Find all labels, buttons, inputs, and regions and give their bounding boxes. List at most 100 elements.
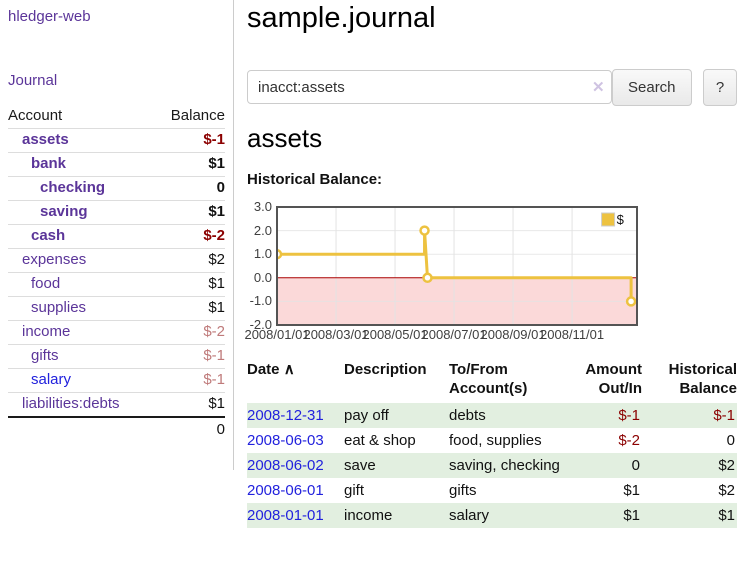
transaction-amount: $1: [623, 507, 640, 524]
x-axis-tick-label: 2008/09/01: [480, 327, 546, 342]
transaction-balance: $2: [718, 457, 735, 474]
account-link[interactable]: bank: [31, 155, 67, 172]
date-header-label: Date: [247, 361, 280, 378]
y-axis-tick-label: -1.0: [249, 293, 272, 309]
account-balance: $1: [208, 299, 225, 316]
transaction-accounts: saving, checking: [449, 457, 560, 474]
account-balance: $-2: [203, 227, 225, 244]
column-header-accounts: To/From Account(s): [449, 361, 528, 397]
register-row[interactable]: 2008-01-01 income salary $1 $1: [247, 503, 737, 528]
sidebar-account-row: bank $1: [8, 152, 225, 176]
transaction-accounts: salary: [449, 507, 490, 524]
account-balance: $1: [208, 275, 225, 292]
transaction-accounts: food, supplies: [449, 432, 542, 449]
sidebar-account-row: expenses $2: [8, 248, 225, 272]
x-axis-tick-label: 2008/01/01: [244, 327, 310, 342]
y-axis-tick-label: 0.0: [253, 269, 272, 285]
register-row[interactable]: 2008-06-01 gift gifts $1 $2: [247, 478, 737, 503]
current-account-heading: assets: [247, 123, 323, 153]
clear-search-icon[interactable]: ✕: [592, 79, 605, 96]
account-link[interactable]: food: [31, 275, 61, 292]
transaction-date-link[interactable]: 2008-12-31: [247, 407, 324, 424]
account-link[interactable]: assets: [22, 131, 69, 148]
legend-swatch-icon: [601, 212, 616, 227]
sidebar-item-journal[interactable]: Journal: [8, 72, 58, 89]
x-axis-tick-label: 2008/07/01: [421, 327, 487, 342]
sidebar-account-row: checking 0: [8, 176, 225, 200]
search-input[interactable]: [247, 70, 612, 104]
register-row[interactable]: 2008-12-31 pay off debts $-1 $-1: [247, 403, 737, 428]
transaction-amount: $-2: [618, 432, 640, 449]
transaction-description: gift: [344, 482, 365, 499]
transaction-amount: $-1: [618, 407, 640, 424]
column-header-amount: Amount Out/In: [585, 361, 642, 397]
column-header-date[interactable]: Date ∧: [247, 360, 344, 398]
register-row[interactable]: 2008-06-03 eat & shop food, supplies $-2 0: [247, 428, 737, 453]
app-title-link[interactable]: hledger-web: [8, 8, 91, 25]
register-table: Date ∧ Description To/From Account(s) Am…: [247, 358, 737, 528]
accounts-header-account: Account: [8, 107, 63, 124]
y-axis-tick-label: 3.0: [253, 199, 272, 214]
account-balance: $1: [208, 155, 225, 172]
column-header-balance: Historical Balance: [668, 361, 737, 397]
account-link[interactable]: income: [22, 323, 71, 340]
y-axis-tick-label: 2.0: [253, 222, 272, 238]
transaction-date-link[interactable]: 2008-06-02: [247, 457, 324, 474]
page-title: sample.journal: [247, 2, 436, 34]
x-axis-tick-label: 2008/11/01: [540, 327, 605, 342]
transaction-description: save: [344, 457, 376, 474]
transaction-balance: $1: [718, 507, 735, 524]
transaction-description: income: [344, 507, 393, 524]
account-balance: $1: [208, 203, 225, 220]
transaction-balance: 0: [726, 432, 735, 449]
chart-plot-area: $: [276, 206, 638, 326]
account-balance: 0: [216, 179, 225, 196]
search-help-button[interactable]: ?: [703, 69, 737, 106]
accounts-total-value: 0: [216, 421, 225, 438]
sidebar-account-row: assets $-1: [8, 128, 225, 152]
sidebar-account-row: saving $1: [8, 200, 225, 224]
legend-label: $: [617, 212, 625, 227]
chart-title: Historical Balance:: [247, 171, 383, 188]
column-header-description: Description: [344, 361, 427, 378]
y-axis-tick-label: -2.0: [249, 317, 272, 332]
account-link[interactable]: salary: [31, 371, 72, 388]
register-row[interactable]: 2008-06-02 save saving, checking 0 $2: [247, 453, 737, 478]
account-link[interactable]: saving: [40, 203, 88, 220]
transaction-accounts: debts: [449, 407, 486, 424]
transaction-date-link[interactable]: 2008-06-03: [247, 432, 324, 449]
account-link[interactable]: expenses: [22, 251, 87, 268]
account-balance: $-1: [203, 131, 225, 148]
accounts-total-row: 0: [8, 416, 225, 441]
sidebar: [0, 0, 234, 470]
x-axis-tick-label: 2008/03/01: [303, 327, 369, 342]
account-link[interactable]: supplies: [31, 299, 87, 316]
transaction-amount: $1: [623, 482, 640, 499]
register-rows: 2008-12-31 pay off debts $-1 $-1 2008-06-03 ea…: [247, 403, 737, 528]
account-balance: $-1: [203, 347, 225, 364]
account-balance: $1: [208, 395, 225, 412]
sidebar-accounts-body: assets $-1 bank $1 checking 0 saving $1 cash $-2 e…: [8, 128, 225, 416]
register-table-header: Date ∧ Description To/From Account(s) Am…: [247, 358, 737, 403]
account-link[interactable]: liabilities:debts: [22, 395, 120, 412]
transaction-date-link[interactable]: 2008-06-01: [247, 482, 324, 499]
y-axis-tick-label: 1.0: [253, 246, 272, 262]
account-link[interactable]: checking: [40, 179, 106, 196]
sidebar-account-row: gifts $-1: [8, 344, 225, 368]
account-balance: $2: [208, 251, 225, 268]
search-button[interactable]: Search: [612, 69, 692, 106]
sidebar-account-row: income $-2: [8, 320, 225, 344]
accounts-table: Account Balance assets $-1 bank $1 checking 0…: [8, 104, 225, 441]
account-link[interactable]: cash: [31, 227, 66, 244]
transaction-accounts: gifts: [449, 482, 477, 499]
transaction-description: eat & shop: [344, 432, 416, 449]
sidebar-account-row: supplies $1: [8, 296, 225, 320]
transaction-description: pay off: [344, 407, 389, 424]
sidebar-account-row: food $1: [8, 272, 225, 296]
sort-ascending-icon: ∧: [283, 361, 295, 378]
sidebar-account-row: salary $-1: [8, 368, 225, 392]
transaction-balance: $-1: [713, 407, 735, 424]
transaction-amount: 0: [631, 457, 640, 474]
transaction-date-link[interactable]: 2008-01-01: [247, 507, 324, 524]
account-link[interactable]: gifts: [31, 347, 59, 364]
